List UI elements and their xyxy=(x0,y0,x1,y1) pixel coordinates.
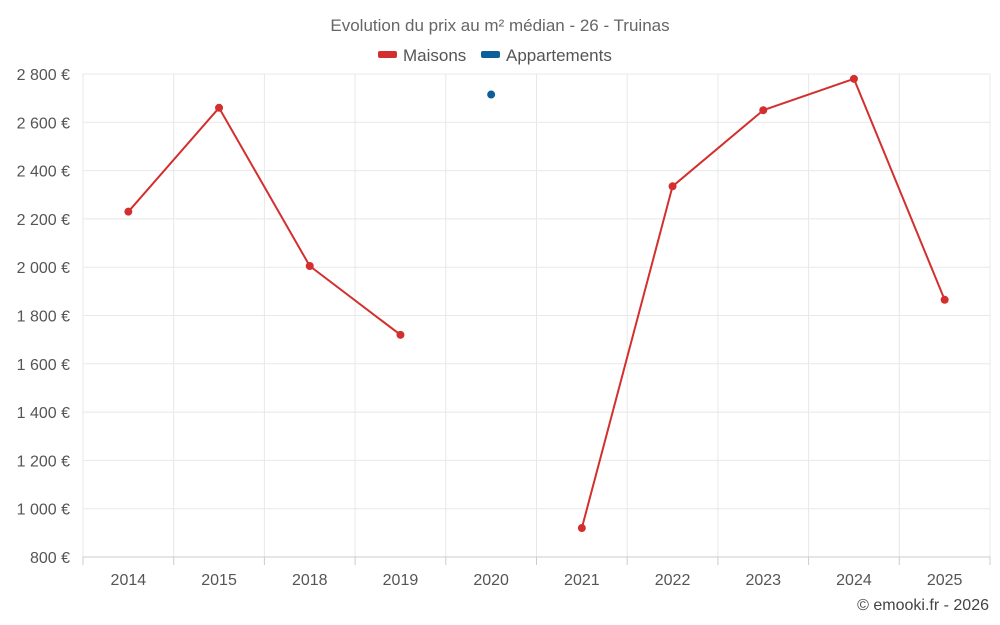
series-appartements xyxy=(487,90,496,99)
grid xyxy=(82,73,991,558)
data-point-maisons[interactable] xyxy=(396,330,405,339)
legend-label-appartements: Appartements xyxy=(506,46,612,65)
y-tick-label: 1 800 € xyxy=(17,309,70,326)
y-tick-label: 1 600 € xyxy=(17,357,70,374)
x-tick-label: 2015 xyxy=(201,572,237,589)
credit-text: © emooki.fr - 2026 xyxy=(857,597,989,614)
y-tick-label: 1 200 € xyxy=(17,453,70,470)
data-point-maisons[interactable] xyxy=(940,295,949,304)
legend-item-maisons[interactable]: Maisons xyxy=(378,46,466,65)
y-tick-label: 1 000 € xyxy=(17,502,70,519)
data-point-appartements[interactable] xyxy=(487,90,496,99)
y-axis-ticks: 800 € 1 000 € 1 200 € 1 400 € 1 600 € 1 800 €… xyxy=(17,67,70,567)
chart-title: Evolution du prix au m² médian - 26 - Tr… xyxy=(330,16,669,35)
axes xyxy=(82,556,991,565)
x-tick-label: 2025 xyxy=(927,572,963,589)
x-tick-label: 2019 xyxy=(383,572,419,589)
legend: Maisons Appartements xyxy=(378,46,612,65)
data-point-maisons[interactable] xyxy=(759,106,768,115)
x-tick-label: 2021 xyxy=(564,572,600,589)
legend-swatch-appartements xyxy=(481,51,500,58)
data-point-maisons[interactable] xyxy=(215,103,224,112)
series xyxy=(124,74,949,533)
legend-swatch-maisons xyxy=(378,51,397,58)
y-tick-label: 2 600 € xyxy=(17,115,70,132)
x-tick-label: 2023 xyxy=(745,572,781,589)
y-tick-label: 1 400 € xyxy=(17,405,70,422)
legend-item-appartements[interactable]: Appartements xyxy=(481,46,612,65)
legend-label-maisons: Maisons xyxy=(403,46,466,65)
x-tick-label: 2018 xyxy=(292,572,328,589)
data-point-maisons[interactable] xyxy=(305,261,314,270)
y-tick-label: 2 400 € xyxy=(17,164,70,181)
data-point-maisons[interactable] xyxy=(849,74,858,83)
x-tick-label: 2022 xyxy=(655,572,691,589)
data-point-maisons[interactable] xyxy=(577,524,586,533)
x-tick-label: 2024 xyxy=(836,572,872,589)
series-line-maisons xyxy=(127,106,402,336)
y-tick-label: 800 € xyxy=(30,550,70,567)
x-tick-label: 2020 xyxy=(473,572,509,589)
data-point-maisons[interactable] xyxy=(124,207,133,216)
x-axis-ticks: 2014 2015 2018 2019 2020 2021 2022 2023 2024 2025 xyxy=(111,572,963,589)
series-maisons xyxy=(124,74,949,533)
y-tick-label: 2 200 € xyxy=(17,212,70,229)
y-tick-label: 2 800 € xyxy=(17,67,70,84)
x-tick-label: 2014 xyxy=(111,572,147,589)
data-point-maisons[interactable] xyxy=(668,182,677,191)
y-tick-label: 2 000 € xyxy=(17,260,70,277)
